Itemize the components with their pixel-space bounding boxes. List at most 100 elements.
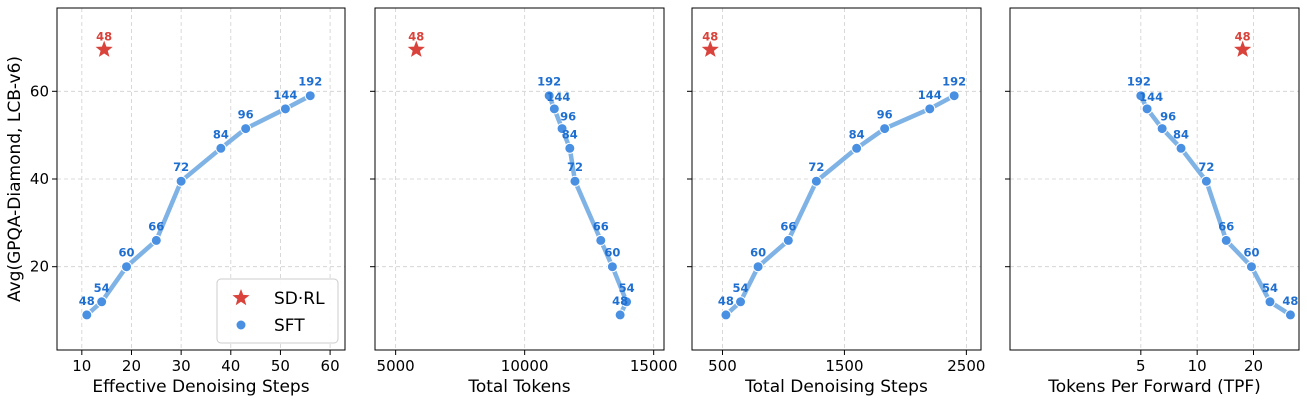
- sft-point: [175, 175, 187, 187]
- x-tick-label: 20: [122, 357, 141, 375]
- x-tick-label: 30: [172, 357, 191, 375]
- sft-point: [1245, 261, 1257, 273]
- sft-point: [81, 309, 93, 321]
- sft-point: [1141, 103, 1153, 115]
- sft-point-label: 84: [562, 127, 578, 141]
- sft-point-label: 192: [537, 75, 561, 89]
- sft-point: [1156, 123, 1168, 135]
- sft-point-label: 60: [604, 246, 620, 260]
- sft-point: [621, 296, 633, 308]
- sft-point: [96, 296, 108, 308]
- x-axis-label: Total Denoising Steps: [744, 377, 928, 397]
- legend: SD·RL SFT: [216, 278, 339, 344]
- sft-point: [948, 90, 960, 102]
- sft-point-label: 54: [94, 281, 110, 295]
- sft-point-label: 144: [273, 88, 297, 102]
- x-tick-label: 50: [271, 357, 290, 375]
- sdrl-star-point: [407, 40, 425, 57]
- sft-point-label: 54: [619, 281, 635, 295]
- sft-point: [1220, 234, 1232, 246]
- sft-point-label: 72: [173, 160, 189, 174]
- x-tick-label: 15000: [630, 357, 678, 375]
- sft-point: [150, 234, 162, 246]
- sft-point: [564, 142, 576, 154]
- x-axis-label: Total Tokens: [467, 377, 570, 397]
- sft-series-line: [723, 93, 957, 318]
- sft-point-label: 96: [238, 108, 254, 122]
- sft-point: [851, 142, 863, 154]
- axes-frame: [691, 7, 982, 351]
- legend-dot-icon: [235, 319, 247, 331]
- sft-point: [1135, 90, 1147, 102]
- sdrl-star-point: [701, 40, 719, 57]
- sft-point-label: 144: [1139, 90, 1163, 104]
- sft-point-label: 144: [546, 90, 570, 104]
- x-tick-label: 5: [1136, 357, 1146, 375]
- sft-point: [606, 261, 618, 273]
- x-tick-label: 1500: [825, 357, 863, 375]
- sft-point-label: 66: [148, 219, 164, 233]
- sft-point-label: 54: [733, 281, 749, 295]
- x-tick-label: 10: [1188, 357, 1207, 375]
- sft-point: [543, 90, 555, 102]
- sft-point-label: 96: [560, 110, 576, 124]
- x-tick-label: 10: [72, 357, 91, 375]
- sft-point: [1200, 175, 1212, 187]
- x-axis-label: Effective Denoising Steps: [92, 377, 309, 397]
- legend-label-sft: SFT: [274, 316, 305, 336]
- x-tick-label: 500: [708, 357, 737, 375]
- y-tick-label: 60: [30, 82, 49, 100]
- sdrl-point-label: 48: [702, 30, 718, 44]
- sft-point: [810, 175, 822, 187]
- sft-point-label: 192: [942, 75, 966, 89]
- sdrl-point-label: 48: [408, 30, 424, 44]
- y-tick-label: 40: [30, 170, 49, 188]
- sft-point-label: 48: [1282, 294, 1298, 308]
- sft-point-label: 60: [750, 246, 766, 260]
- x-tick-label: 40: [221, 357, 240, 375]
- sft-point-label: 84: [849, 127, 865, 141]
- sft-point-label: 72: [567, 160, 583, 174]
- axes-frame: [1009, 7, 1300, 351]
- sft-point: [569, 175, 581, 187]
- x-tick-label: 5000: [377, 357, 415, 375]
- x-tick-label: 10000: [501, 357, 549, 375]
- sft-point-label: 66: [1218, 219, 1234, 233]
- sdrl-star-point: [1234, 40, 1252, 57]
- sft-point: [1175, 142, 1187, 154]
- sft-point: [240, 123, 252, 135]
- sft-point-label: 192: [298, 75, 322, 89]
- x-tick-label: 2500: [947, 357, 985, 375]
- sft-point: [782, 234, 794, 246]
- sft-point: [735, 296, 747, 308]
- sft-point-label: 96: [877, 108, 893, 122]
- sft-point: [1264, 296, 1276, 308]
- sft-point-label: 192: [1127, 75, 1151, 89]
- sft-point-label: 96: [1160, 110, 1176, 124]
- sft-point: [548, 103, 560, 115]
- sft-point: [1284, 309, 1296, 321]
- sft-point-label: 72: [1198, 160, 1214, 174]
- legend-box: [216, 278, 339, 344]
- sft-point: [924, 103, 936, 115]
- chart-panel-4: 5 10 20 Tokens Per Forward (TPF) 48 54 60 66 72 8…: [1005, 7, 1300, 397]
- sft-point-label: 48: [718, 294, 734, 308]
- x-tick-label: 60: [321, 357, 340, 375]
- sft-point-label: 54: [1262, 281, 1278, 295]
- chart-panel-1: 10 20 30 40 50 60 20 40 60 Effective Denoising St…: [5, 7, 346, 397]
- sft-point-label: 48: [612, 294, 628, 308]
- y-axis-label: Avg(GPQA-Diamond, LCB-v6): [5, 56, 25, 302]
- sft-point-label: 48: [79, 294, 95, 308]
- sft-point: [720, 309, 732, 321]
- sft-point: [595, 234, 607, 246]
- sdrl-point-label: 48: [96, 30, 112, 44]
- sdrl-star-point: [95, 40, 113, 57]
- legend-label-sdrl: SD·RL: [274, 289, 325, 309]
- sft-point: [556, 123, 568, 135]
- sft-point: [879, 123, 891, 135]
- x-tick-label: 20: [1244, 357, 1263, 375]
- sft-point: [121, 261, 133, 273]
- sft-point-label: 144: [918, 88, 942, 102]
